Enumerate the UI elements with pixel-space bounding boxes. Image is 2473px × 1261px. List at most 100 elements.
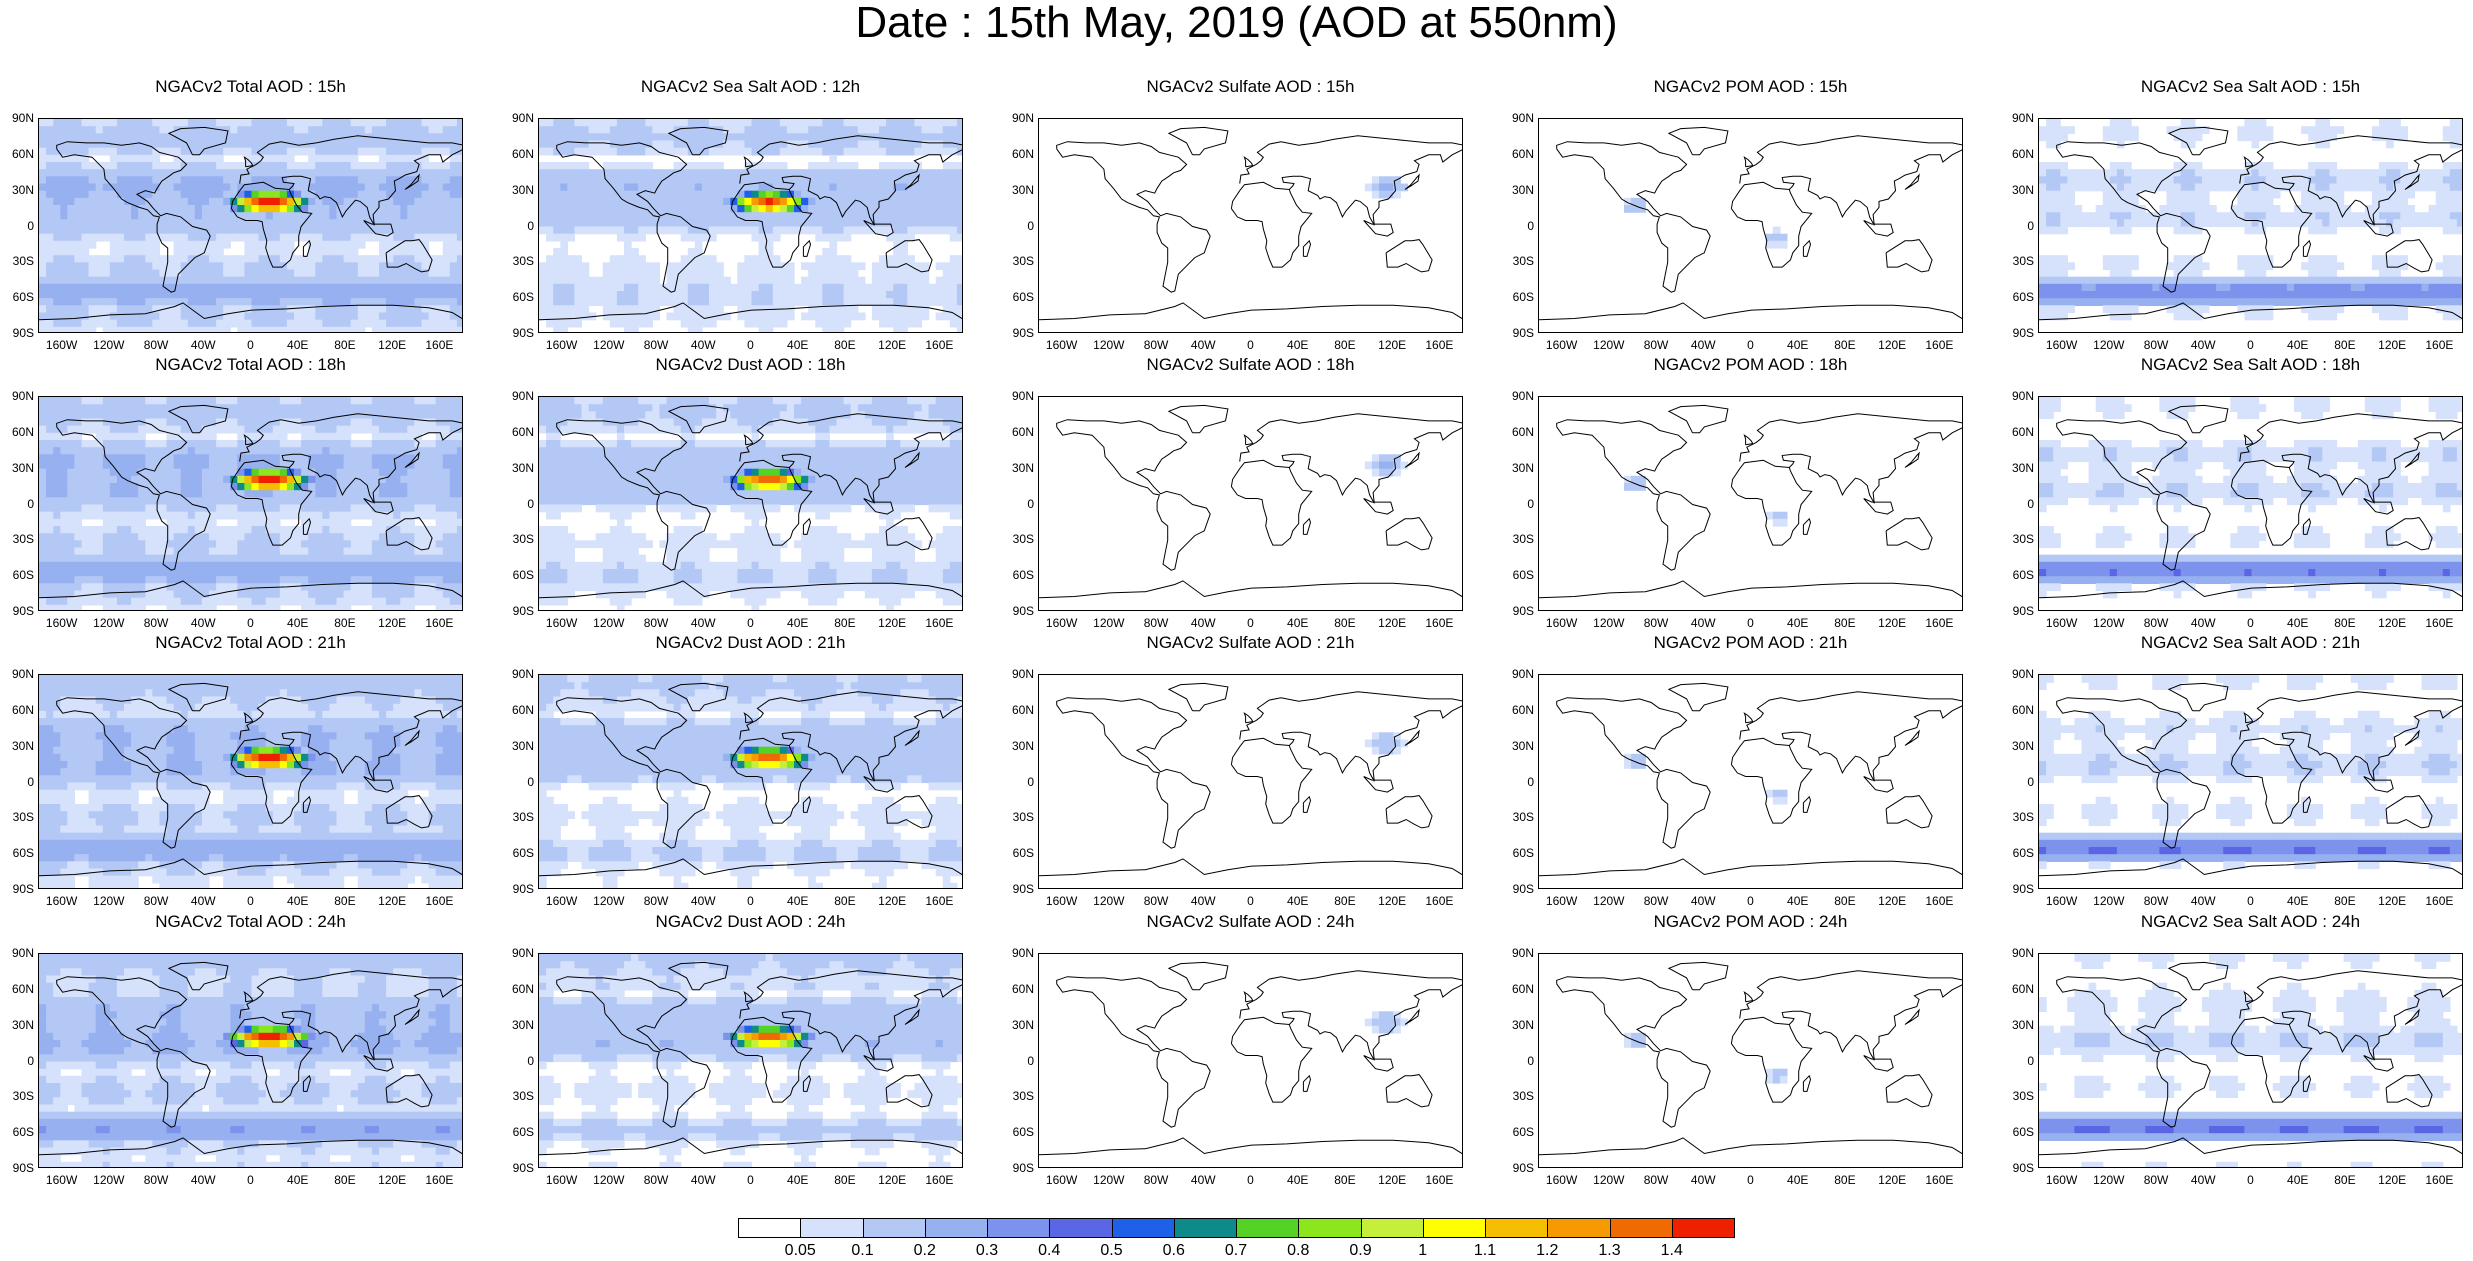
lat-tick-label: 0 [1027,774,1034,789]
lat-tick-label: 60N [1511,981,1534,996]
lat-tick-label: 30S [1012,810,1034,825]
lon-tick-label: 120W [593,894,625,908]
lat-tick-label: 30N [1511,738,1534,753]
panel-title: NGACv2 Sulfate AOD : 24h [1146,912,1355,931]
lat-tick-label: 0 [1527,218,1534,233]
lon-tick-label: 40E [1787,616,1809,630]
lat-tick-label: 90S [12,882,34,896]
lat-tick-label: 30S [12,810,34,825]
panel-title: NGACv2 Total AOD : 21h [155,633,346,652]
lon-tick-label: 40E [2287,1173,2309,1187]
lon-tick-label: 120E [1878,1173,1907,1187]
lat-tick-label: 90N [1011,389,1034,403]
lon-tick-label: 160W [1545,338,1578,352]
map-plot [538,953,963,1168]
lon-tick-label: 80E [2334,894,2356,908]
lon-tick-label: 80W [143,894,169,908]
colorbar-label: 0.7 [1224,1242,1248,1259]
lon-tick-label: 40E [787,1173,809,1187]
lon-tick-label: 120E [378,616,407,630]
lon-tick-label: 80E [834,894,856,908]
world-map [39,119,462,332]
panel-title: NGACv2 Total AOD : 15h [155,77,346,96]
lat-tick-label: 30N [11,460,34,475]
lat-tick-label: 90N [1511,946,1534,960]
lon-tick-label: 40W [1690,616,1716,630]
world-map [1039,404,1462,599]
lat-tick-label: 60S [2012,568,2034,583]
lat-tick-label: 30N [511,1017,534,1032]
lon-tick-label: 80E [1834,616,1856,630]
lat-tick-label: 30N [2011,460,2034,475]
lat-tick-label: 30N [1011,1017,1034,1032]
lat-tick-label: 90S [512,326,534,340]
lat-tick-label: 30N [1011,460,1034,475]
lon-tick-label: 40E [1787,894,1809,908]
lon-tick-label: 0 [1747,894,1754,908]
lon-tick-label: 80W [1143,894,1169,908]
lon-tick-label: 0 [2247,616,2254,630]
world-map [39,954,462,1167]
lon-tick-label: 120W [1593,894,1625,908]
colorbar-box [1671,1218,1735,1238]
lon-tick-label: 80E [2334,338,2356,352]
lat-tick-label: 0 [1027,218,1034,233]
lat-tick-label: 60N [511,981,534,996]
lon-tick-label: 160E [2425,616,2454,630]
colorbar-label: 1.1 [1473,1242,1497,1259]
lat-tick-label: 90N [1011,111,1034,125]
panel-title: NGACv2 Sea Salt AOD : 18h [2140,355,2361,374]
colorbar-box [1547,1218,1611,1238]
map-panel: NGACv2 Sulfate AOD : 24h 90N 60N 30N 0 30S 60S… [1000,912,1500,1200]
world-map [1539,126,1962,321]
lon-tick-label: 120E [1878,338,1907,352]
lon-tick-label: 40W [2190,894,2216,908]
lat-tick-label: 30N [1511,1017,1534,1032]
lat-tick-label: 90N [2011,667,2034,681]
lon-tick-label: 120E [2378,338,2407,352]
lon-tick-label: 40E [1287,894,1309,908]
lon-tick-label: 40W [2190,616,2216,630]
lat-tick-label: 0 [1027,496,1034,511]
lon-tick-label: 160W [1045,616,1078,630]
lat-tick-label: 90N [11,111,34,125]
lat-tick-label: 60N [1011,424,1034,439]
lat-tick-label: 90N [1011,946,1034,960]
lon-tick-label: 40E [287,616,309,630]
lat-tick-label: 0 [2027,1053,2034,1068]
lon-tick-label: 80W [143,616,169,630]
lon-tick-label: 40E [1287,1173,1309,1187]
lat-tick-label: 90N [1511,389,1534,403]
panel-title: NGACv2 Dust AOD : 18h [655,355,846,374]
world-map [1539,404,1962,599]
panel-title: NGACv2 Sea Salt AOD : 24h [2140,912,2361,931]
lat-tick-label: 0 [1527,1053,1534,1068]
lon-tick-label: 40E [287,338,309,352]
lon-tick-label: 160E [925,894,954,908]
world-map [539,954,962,1167]
lat-tick-label: 60N [1011,981,1034,996]
lon-tick-label: 40W [1190,338,1216,352]
lat-tick-label: 0 [527,496,534,511]
lon-tick-label: 40E [787,894,809,908]
lon-tick-label: 120W [593,338,625,352]
lon-tick-label: 40E [787,616,809,630]
colorbar-box [1422,1218,1486,1238]
lon-tick-label: 40E [1787,338,1809,352]
lat-tick-label: 60N [1511,702,1534,717]
lon-tick-label: 80E [2334,616,2356,630]
lat-tick-label: 90N [511,946,534,960]
lon-tick-label: 120W [2093,1173,2125,1187]
lat-tick-label: 0 [2027,218,2034,233]
lon-tick-label: 40E [287,894,309,908]
map-plot [538,396,963,611]
lat-tick-label: 60S [12,1125,34,1140]
lon-tick-label: 80E [334,338,356,352]
lat-tick-label: 0 [527,1053,534,1068]
lat-tick-label: 90S [1512,326,1534,340]
lon-tick-label: 120E [1878,616,1907,630]
lat-tick-label: 60S [512,846,534,861]
lat-tick-label: 30S [1512,254,1534,269]
lon-tick-label: 80E [834,338,856,352]
lon-tick-label: 80E [1334,616,1356,630]
